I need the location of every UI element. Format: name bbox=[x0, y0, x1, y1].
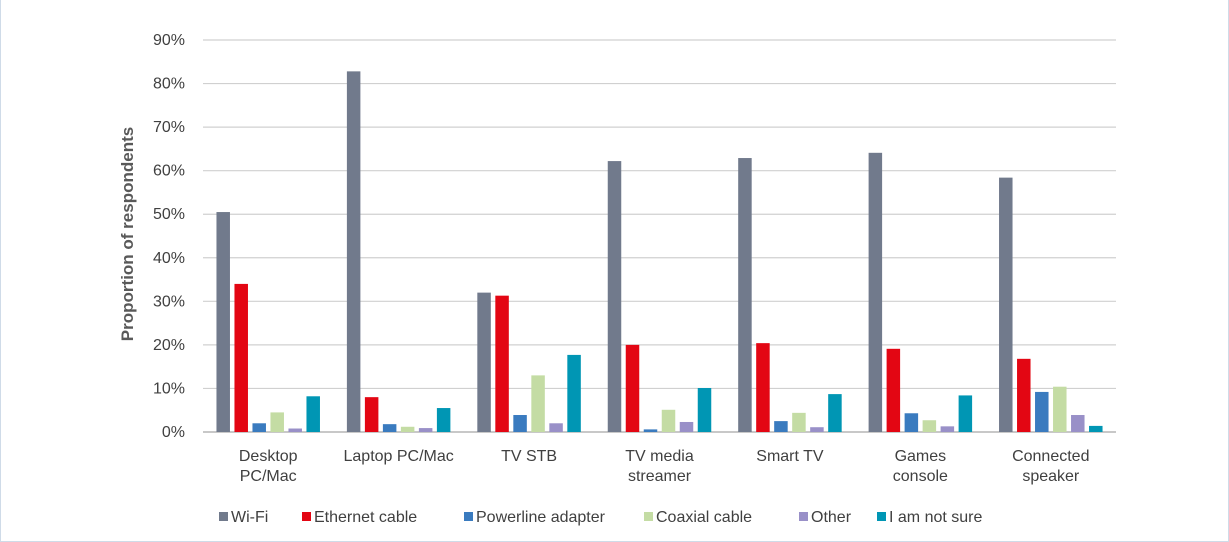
x-tick-label: Smart TV bbox=[756, 448, 824, 465]
bar bbox=[1017, 358, 1031, 432]
legend: Wi-Fi Ethernet cable Powerline adapter Coax… bbox=[219, 509, 982, 526]
legend-label: Other bbox=[811, 509, 852, 526]
bar bbox=[477, 292, 491, 432]
y-tick-label: 60% bbox=[153, 163, 185, 180]
x-tick-label: Connected speaker bbox=[1012, 448, 1089, 485]
bar bbox=[756, 343, 770, 432]
bar bbox=[382, 424, 397, 432]
bar bbox=[234, 283, 248, 432]
bar bbox=[922, 420, 937, 432]
bar bbox=[346, 71, 361, 433]
bar bbox=[661, 409, 676, 432]
legend-swatch bbox=[799, 512, 808, 521]
legend-label: Wi-Fi bbox=[231, 509, 268, 526]
y-axis-ticks: 0% 10% 20% 30% 40% 50% 60% 70% 80% 90% bbox=[153, 32, 185, 441]
legend-swatch bbox=[644, 512, 653, 521]
y-tick-label: 50% bbox=[153, 206, 185, 223]
x-axis-ticks: Desktop PC/Mac Laptop PC/Mac TV STB TV media… bbox=[239, 448, 1090, 485]
bar bbox=[625, 344, 640, 432]
bar bbox=[216, 212, 230, 432]
bar bbox=[697, 388, 712, 432]
legend-label: I am not sure bbox=[889, 509, 982, 526]
y-tick-label: 30% bbox=[153, 293, 185, 310]
bar bbox=[1071, 415, 1085, 432]
bar bbox=[810, 427, 824, 432]
y-tick-label: 40% bbox=[153, 250, 185, 267]
bar bbox=[436, 408, 451, 432]
bars bbox=[216, 71, 1103, 433]
bar bbox=[792, 412, 806, 432]
bar bbox=[607, 161, 622, 432]
y-tick-label: 20% bbox=[153, 337, 185, 354]
bar bbox=[288, 428, 302, 432]
x-tick-label: Games console bbox=[893, 448, 948, 485]
legend-label: Coaxial cable bbox=[656, 509, 752, 526]
bar bbox=[679, 421, 694, 432]
bar bbox=[886, 348, 901, 432]
bar bbox=[828, 394, 842, 432]
bar bbox=[774, 421, 788, 432]
y-tick-label: 70% bbox=[153, 119, 185, 136]
legend-swatch bbox=[302, 512, 311, 521]
x-tick-label: TV media streamer bbox=[625, 448, 694, 485]
bar bbox=[252, 423, 266, 432]
bar bbox=[1053, 386, 1067, 432]
bar bbox=[495, 295, 509, 432]
bar bbox=[868, 152, 883, 432]
legend-swatch bbox=[219, 512, 228, 521]
bar bbox=[531, 375, 545, 432]
y-axis-label: Proportion of respondents bbox=[118, 127, 137, 341]
legend-swatch bbox=[464, 512, 473, 521]
bar bbox=[513, 415, 527, 432]
bar bbox=[904, 413, 919, 432]
y-tick-label: 10% bbox=[153, 380, 185, 397]
y-tick-label: 0% bbox=[162, 424, 185, 441]
x-tick-label: TV STB bbox=[501, 448, 557, 465]
bar bbox=[567, 354, 581, 432]
bar bbox=[400, 426, 415, 432]
legend-swatch bbox=[877, 512, 886, 521]
x-tick-label: Desktop PC/Mac bbox=[239, 448, 298, 485]
bar bbox=[958, 395, 973, 432]
bar bbox=[549, 423, 563, 432]
x-tick-label: Laptop PC/Mac bbox=[344, 448, 454, 465]
bar bbox=[418, 428, 433, 432]
bar bbox=[1089, 425, 1103, 432]
bar bbox=[270, 412, 284, 432]
y-tick-label: 80% bbox=[153, 76, 185, 93]
legend-label: Ethernet cable bbox=[314, 509, 417, 526]
bar bbox=[999, 177, 1013, 432]
bar bbox=[738, 158, 752, 432]
bar bbox=[940, 426, 955, 432]
bar bbox=[364, 397, 379, 432]
bar bbox=[1035, 391, 1049, 432]
bar bbox=[306, 396, 320, 432]
bar bbox=[643, 429, 658, 432]
gridlines bbox=[203, 39, 1116, 433]
legend-label: Powerline adapter bbox=[476, 509, 606, 526]
y-tick-label: 90% bbox=[153, 32, 185, 49]
